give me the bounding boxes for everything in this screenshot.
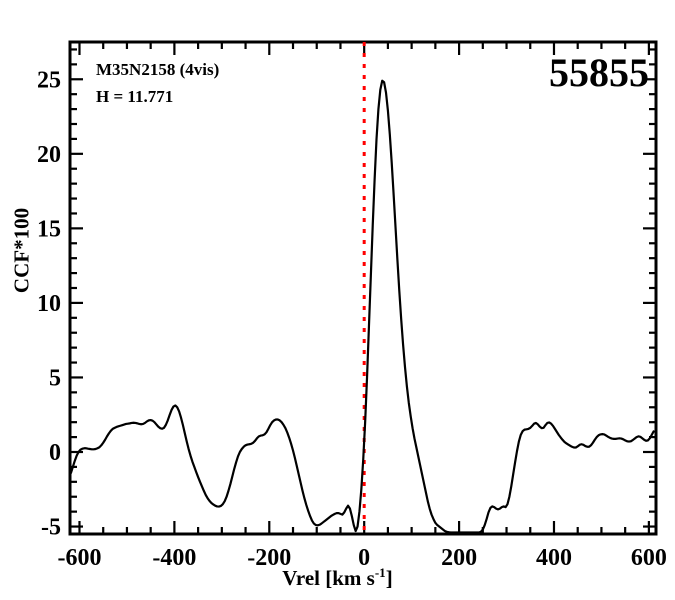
y-tick-labels: -5 0 5 10 15 20 25 [37, 67, 61, 540]
x-axis-label-exponent: -1 [374, 565, 386, 580]
y-axis-label: CCF*100 [9, 207, 34, 294]
x-tick-label: 0 [358, 545, 370, 571]
y-tick-label: 15 [37, 216, 61, 242]
x-axis-label-base: Vrel [km s [282, 566, 375, 590]
ccf-curve-path [70, 79, 655, 534]
y-tick-label: 0 [49, 440, 61, 466]
y-tick-label: 10 [37, 291, 61, 317]
x-tick-label: -200 [247, 545, 291, 571]
x-tick-label: 200 [441, 545, 477, 571]
x-tick-label: 600 [631, 545, 667, 571]
y-tick-label: 25 [37, 67, 61, 93]
x-tick-label: 400 [536, 545, 572, 571]
x-axis-label-tail: ] [385, 566, 393, 590]
x-tick-labels: -600 -400 -200 0 200 400 600 [57, 545, 666, 571]
y-tick-label: 20 [37, 142, 61, 168]
magnitude-label: H = 11.771 [96, 87, 174, 106]
observation-id-label: 55855 [549, 50, 649, 95]
y-tick-label: 5 [49, 365, 61, 391]
x-tick-label: -400 [152, 545, 196, 571]
target-name-label: M35N2158 (4vis) [96, 60, 220, 79]
axis-ticks [70, 42, 656, 534]
ccf-curve [70, 79, 655, 534]
x-axis-label: Vrel [km s-1] [0, 565, 675, 591]
x-tick-label: -600 [57, 545, 101, 571]
y-tick-label: -5 [41, 515, 61, 541]
